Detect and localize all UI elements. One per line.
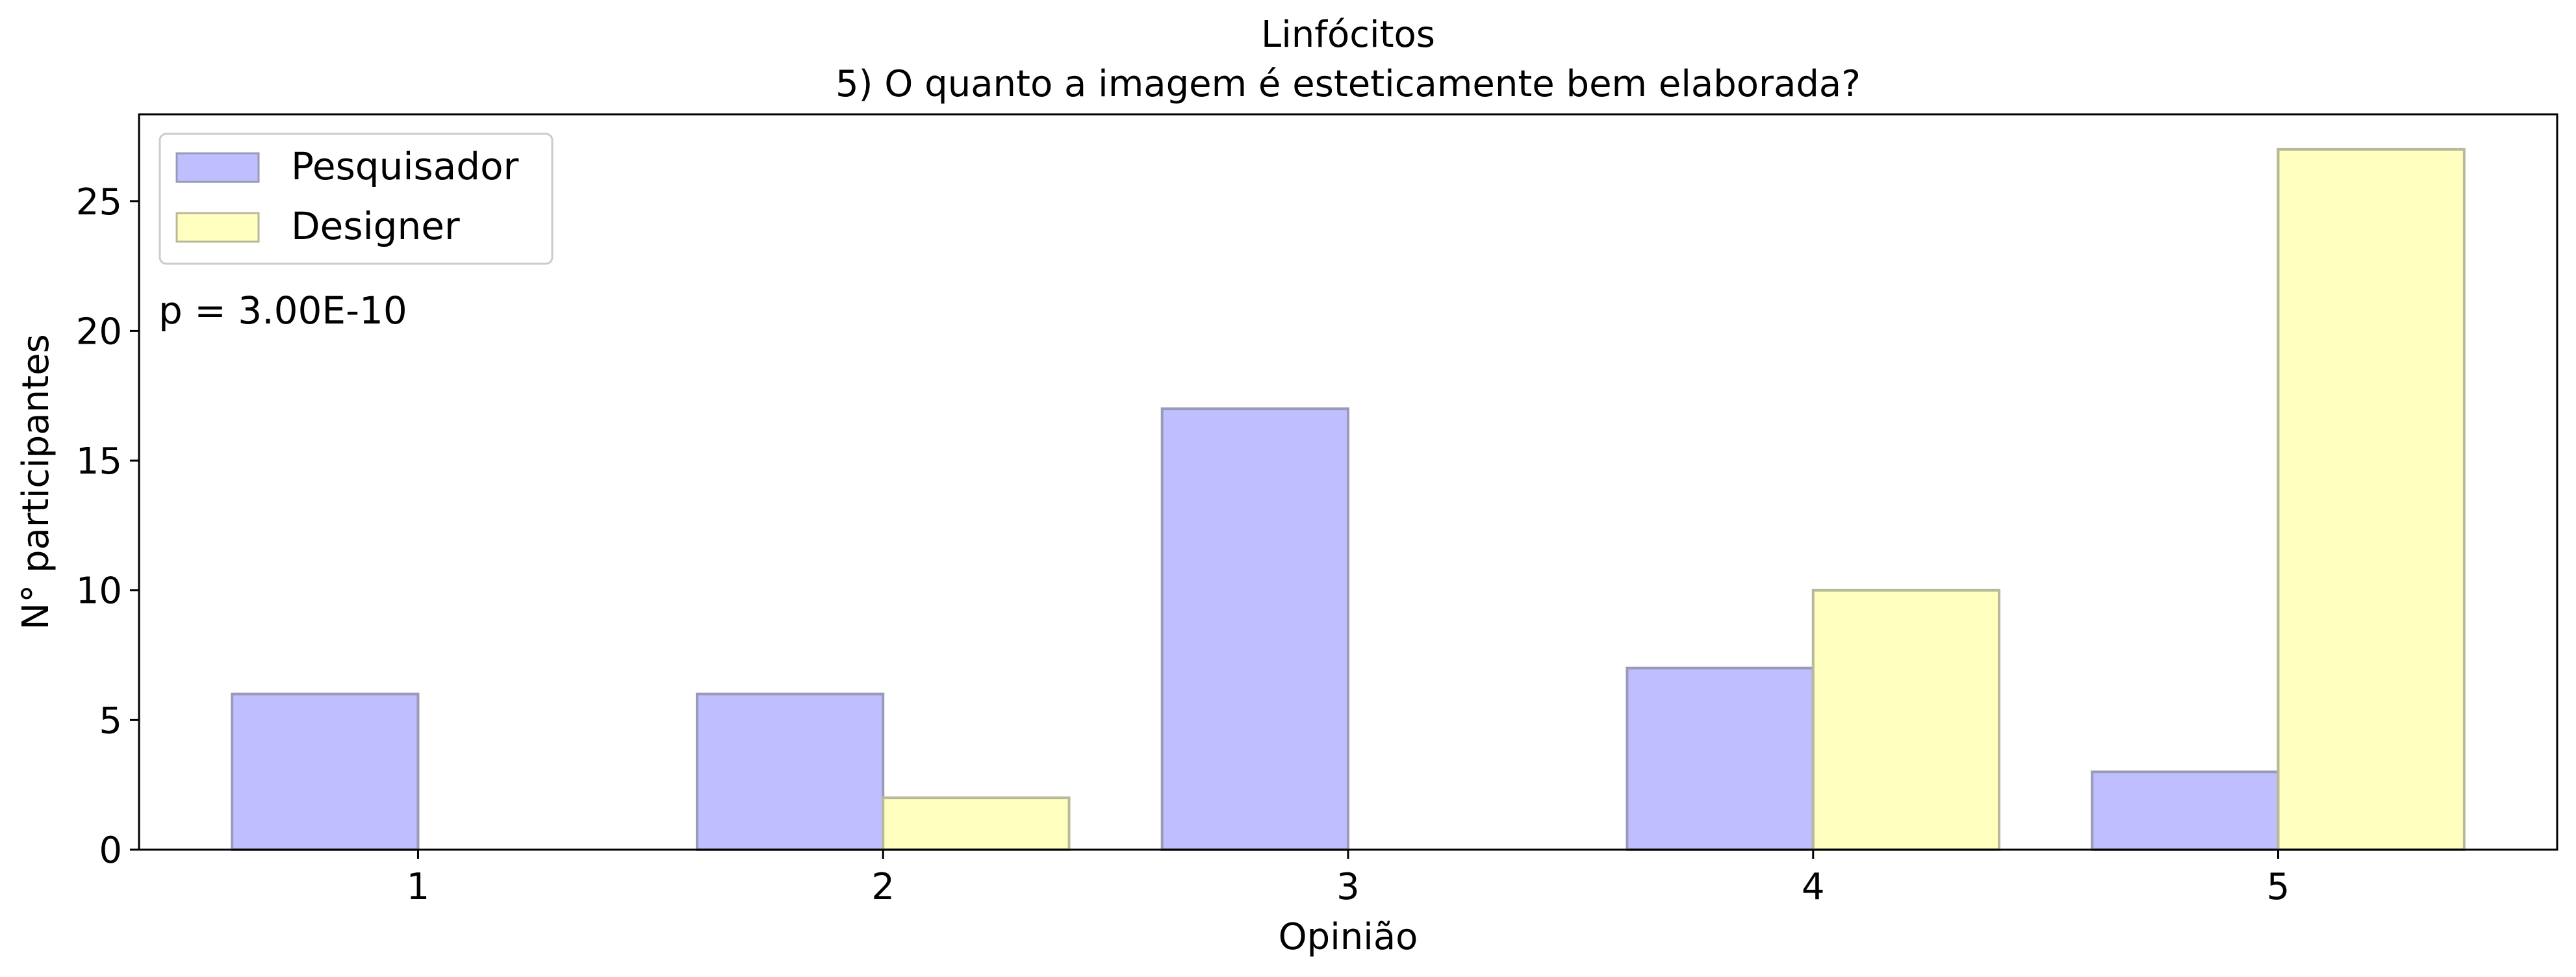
- p-value-annotation: p = 3.00E-10: [159, 288, 407, 333]
- legend-label-pesquisador: Pesquisador: [291, 144, 519, 188]
- y-tick-label: 25: [76, 181, 122, 223]
- plot-frame: [138, 113, 2558, 851]
- legend-swatch-designer: [175, 212, 260, 243]
- x-tick-label: 2: [871, 866, 895, 908]
- bar-pesquisador-3: [1160, 407, 1349, 851]
- y-tick-label: 5: [99, 700, 122, 742]
- bar-pesquisador-4: [1626, 666, 1815, 851]
- legend-swatch-pesquisador: [175, 152, 260, 183]
- y-tick-label: 15: [76, 440, 122, 483]
- bar-pesquisador-1: [231, 692, 420, 852]
- x-tick-label: 4: [1802, 866, 1825, 908]
- x-tick-label: 1: [407, 866, 430, 908]
- bar-designer-5: [2276, 147, 2466, 851]
- bar-designer-2: [882, 796, 1071, 852]
- y-tick-label: 10: [76, 570, 122, 613]
- chart-title: Linfócitos: [1261, 14, 1435, 56]
- y-tick-label: 20: [76, 311, 122, 353]
- bar-pesquisador-2: [695, 692, 885, 852]
- y-tick-label: 0: [99, 830, 122, 872]
- bar-pesquisador-5: [2091, 770, 2280, 852]
- x-tick-label: 5: [2267, 866, 2290, 908]
- y-axis-label: N° participantes: [15, 334, 57, 629]
- y-ticks: 0 5 10 15 20 25: [76, 181, 139, 872]
- x-axis-label: Opinião: [1279, 916, 1418, 958]
- x-ticks: 1 2 3 4 5: [407, 850, 2290, 908]
- bars-group: [231, 147, 2466, 852]
- bar-designer-4: [1811, 589, 2001, 851]
- legend-label-designer: Designer: [291, 204, 460, 248]
- legend: Pesquisador Designer: [159, 133, 554, 265]
- chart-subtitle: 5) O quanto a imagem é esteticamente bem…: [835, 63, 1861, 105]
- x-tick-label: 3: [1336, 866, 1360, 908]
